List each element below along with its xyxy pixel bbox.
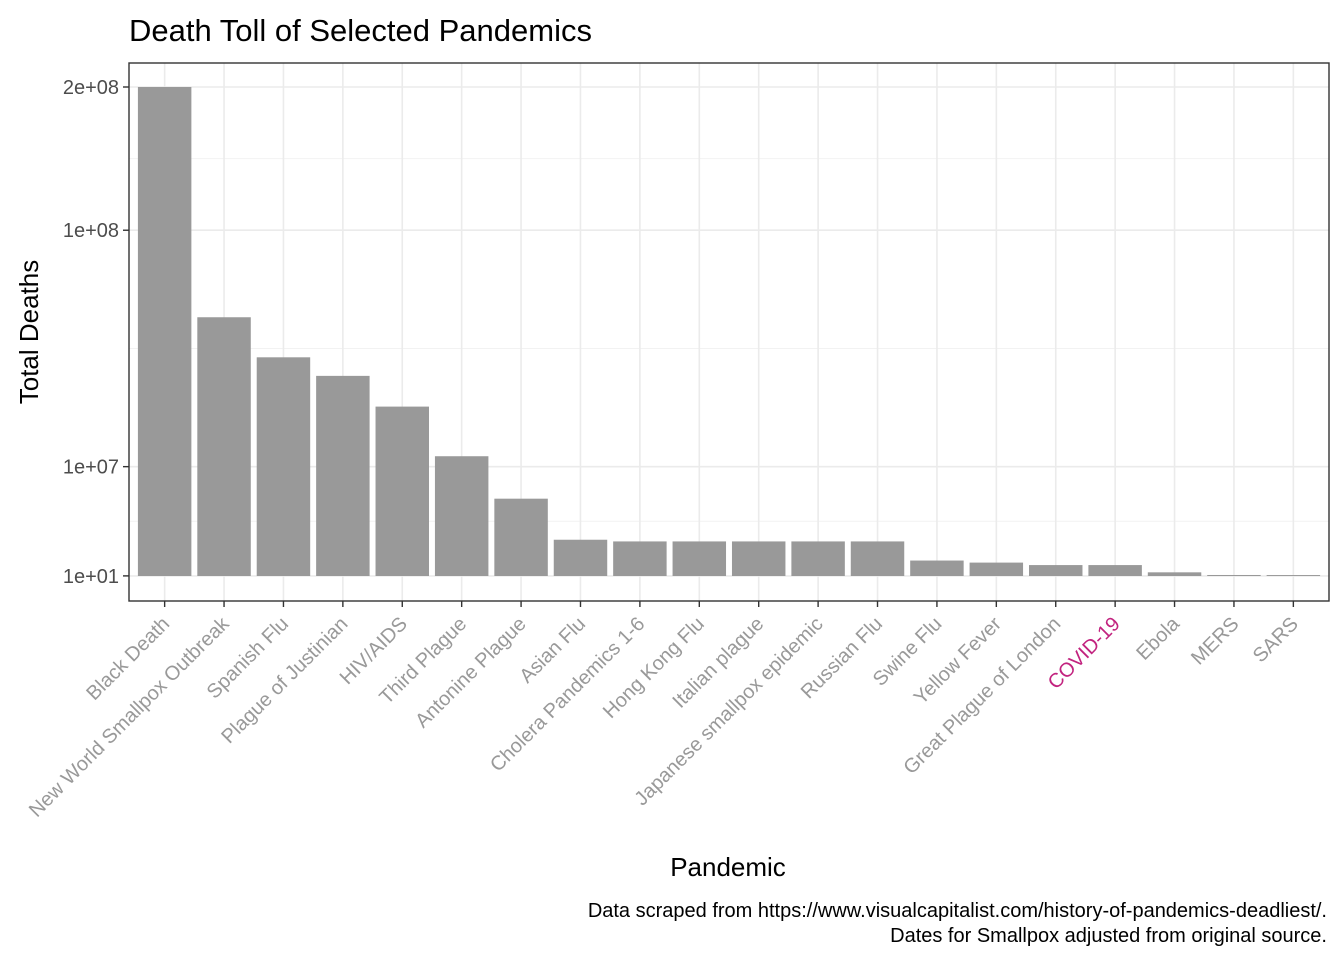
bar bbox=[494, 498, 548, 576]
x-tick-label: Antonine Plague bbox=[411, 613, 530, 732]
bar bbox=[137, 87, 192, 576]
plot-panel-border bbox=[128, 62, 1330, 602]
bar bbox=[1266, 575, 1321, 576]
bar bbox=[197, 317, 251, 576]
bar bbox=[613, 541, 667, 576]
x-tick-label: Ebola bbox=[1132, 612, 1184, 664]
caption-note: Dates for Smallpox adjusted from origina… bbox=[890, 925, 1327, 947]
bar bbox=[434, 456, 489, 576]
bar bbox=[791, 541, 845, 576]
x-tick-label: Hong Kong Flu bbox=[599, 613, 709, 723]
y-tick-label: 1e+01 bbox=[63, 566, 119, 588]
y-axis-title: Total Deaths bbox=[14, 260, 44, 405]
bar bbox=[1207, 574, 1261, 576]
bars bbox=[137, 87, 1321, 576]
y-tick-label: 1e+08 bbox=[63, 220, 119, 242]
bar bbox=[969, 562, 1024, 576]
x-tick-label: MERS bbox=[1187, 613, 1243, 669]
bar bbox=[910, 560, 964, 576]
bar bbox=[375, 406, 429, 576]
bar bbox=[256, 357, 311, 576]
bar bbox=[731, 541, 786, 576]
bar bbox=[850, 541, 905, 576]
bar bbox=[553, 539, 608, 576]
bar bbox=[1029, 565, 1083, 576]
bar bbox=[1088, 565, 1142, 576]
caption-source: Data scraped from https://www.visualcapi… bbox=[588, 900, 1327, 922]
y-tick-label: 1e+07 bbox=[63, 457, 119, 479]
bar bbox=[1147, 572, 1202, 576]
y-tick-label: 2e+08 bbox=[63, 77, 119, 99]
bar bbox=[316, 375, 370, 576]
x-axis-title: Pandemic bbox=[670, 852, 786, 882]
y-axis: 1e+01 1e+07 1e+08 2e+08 bbox=[63, 77, 129, 588]
bar bbox=[672, 541, 727, 576]
x-tick-label: SARS bbox=[1249, 613, 1303, 667]
chart-title: Death Toll of Selected Pandemics bbox=[129, 13, 592, 48]
